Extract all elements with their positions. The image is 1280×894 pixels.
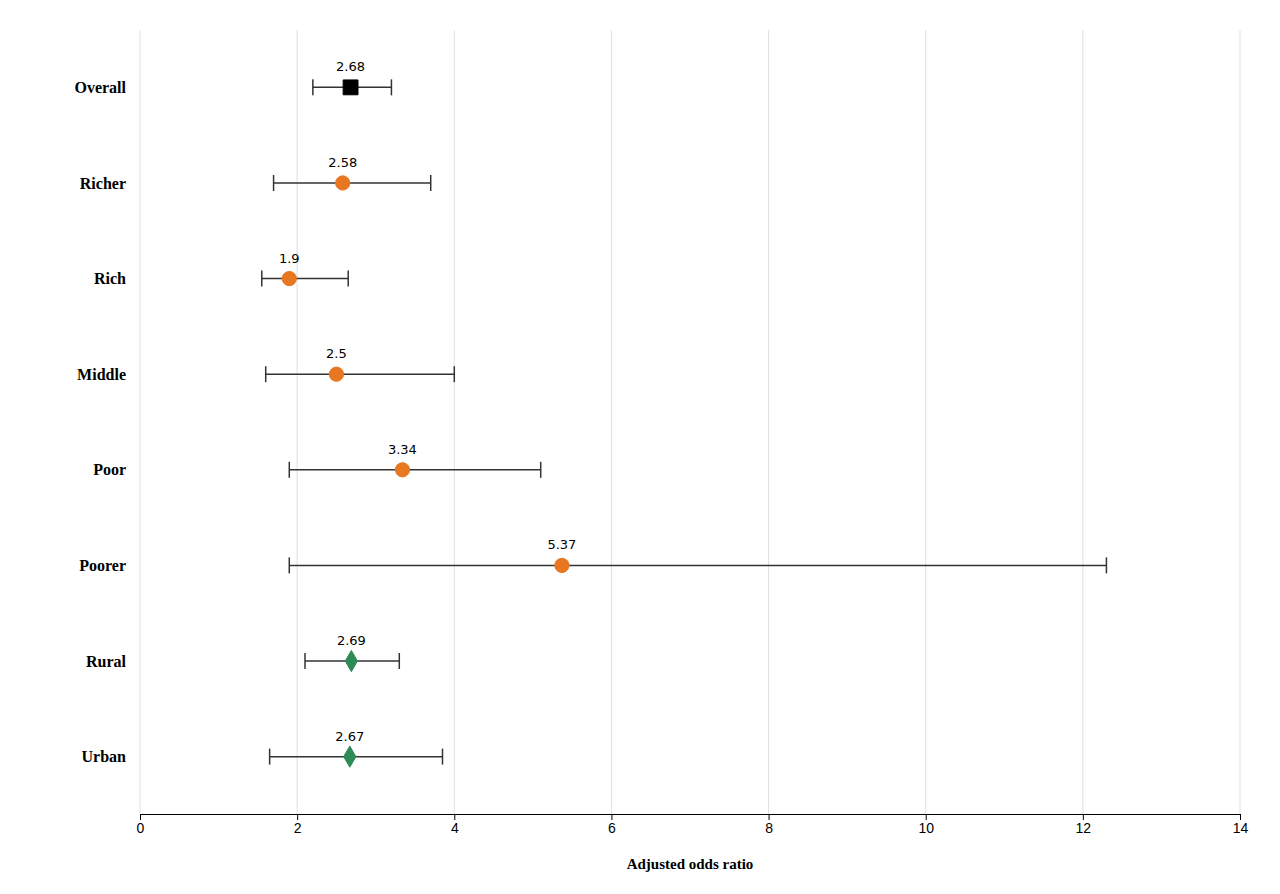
data-label: 5.37: [547, 537, 576, 552]
x-tick-label: 4: [451, 820, 459, 836]
error-cap: [289, 462, 291, 478]
data-label: 2.67: [335, 729, 364, 744]
category-label: Rural: [86, 653, 127, 670]
error-bar: [289, 469, 540, 471]
category-label: Rich: [94, 270, 126, 287]
category-label: Poor: [93, 461, 126, 478]
x-tick: 14: [1233, 814, 1249, 836]
error-cap: [399, 653, 401, 669]
data-label: 1.9: [279, 251, 300, 266]
error-bar: [289, 565, 1106, 567]
grid-line: [1240, 30, 1241, 814]
grid-line: [454, 30, 455, 814]
x-tick-label: 2: [294, 820, 302, 836]
grid-line: [1082, 30, 1083, 814]
category-label: Middle: [77, 366, 126, 383]
x-tick: 4: [451, 814, 459, 836]
x-tick: 6: [608, 814, 616, 836]
x-tick-label: 10: [918, 820, 934, 836]
y-tick: Middle: [77, 366, 132, 383]
error-cap: [347, 271, 349, 287]
point-marker: [344, 746, 356, 767]
x-axis-title: Adjusted odds ratio: [627, 856, 754, 872]
y-tick: Rural: [86, 653, 132, 670]
category-label: Richer: [80, 175, 126, 192]
error-cap: [304, 653, 306, 669]
y-tick: Poor: [93, 461, 132, 478]
point-marker: [343, 80, 358, 95]
grid-line: [768, 30, 769, 814]
error-bar: [262, 278, 348, 280]
error-bar: [266, 373, 455, 375]
data-label: 2.69: [337, 633, 366, 648]
point-marker: [395, 463, 409, 477]
grid-line: [925, 30, 926, 814]
error-cap: [269, 749, 271, 765]
data-labels: 2.68 2.58 1.9 2.5 3.34 5.37 2.69 2.67: [279, 59, 576, 743]
y-tick: Richer: [80, 175, 132, 192]
error-cap: [442, 749, 444, 765]
x-tick: 12: [1076, 814, 1092, 836]
point-marker: [345, 650, 357, 671]
error-cap: [273, 175, 275, 191]
data-label: 2.58: [328, 155, 357, 170]
x-tick: 0: [137, 814, 145, 836]
x-tick-label: 12: [1076, 820, 1092, 836]
error-cap: [312, 79, 314, 95]
y-tick: Poorer: [79, 557, 132, 574]
category-label: Poorer: [79, 557, 126, 574]
grid-line: [140, 30, 141, 814]
error-cap: [1106, 557, 1108, 573]
y-axis: Overall Richer Rich Middle Poor Poorer Rural Ur…: [74, 79, 132, 765]
point-marker: [336, 176, 350, 190]
y-tick: Rich: [94, 270, 132, 287]
error-cap: [391, 79, 393, 95]
x-tick-label: 8: [765, 820, 773, 836]
x-tick-label: 14: [1233, 820, 1249, 836]
chart-container: 0 2 4 6 8 10 12 14 Adjusted odds ratio Overall Ric…: [0, 0, 1280, 894]
chart-svg: 0 2 4 6 8 10 12 14 Adjusted odds ratio Overall Ric…: [0, 0, 1280, 894]
grid: [140, 30, 1240, 814]
error-cap: [454, 366, 456, 382]
x-tick-label: 0: [137, 820, 145, 836]
x-axis: 0 2 4 6 8 10 12 14: [137, 814, 1249, 836]
x-tick-label: 6: [608, 820, 616, 836]
plot-area: [262, 79, 1107, 767]
x-tick: 10: [918, 814, 934, 836]
point-marker: [555, 558, 569, 572]
category-label: Overall: [74, 79, 126, 96]
error-cap: [265, 366, 267, 382]
error-cap: [261, 271, 263, 287]
data-label: 2.68: [336, 59, 365, 74]
grid-line: [611, 30, 612, 814]
point-marker: [282, 271, 296, 285]
error-cap: [289, 557, 291, 573]
x-tick: 2: [294, 814, 302, 836]
point-marker: [329, 367, 343, 381]
error-cap: [430, 175, 432, 191]
y-tick: Overall: [74, 79, 132, 96]
grid-line: [297, 30, 298, 814]
category-label: Urban: [82, 748, 127, 765]
error-bar: [274, 182, 431, 184]
y-tick: Urban: [82, 748, 132, 765]
x-tick: 8: [765, 814, 773, 836]
error-cap: [540, 462, 542, 478]
data-label: 2.5: [326, 346, 347, 361]
data-label: 3.34: [388, 442, 417, 457]
